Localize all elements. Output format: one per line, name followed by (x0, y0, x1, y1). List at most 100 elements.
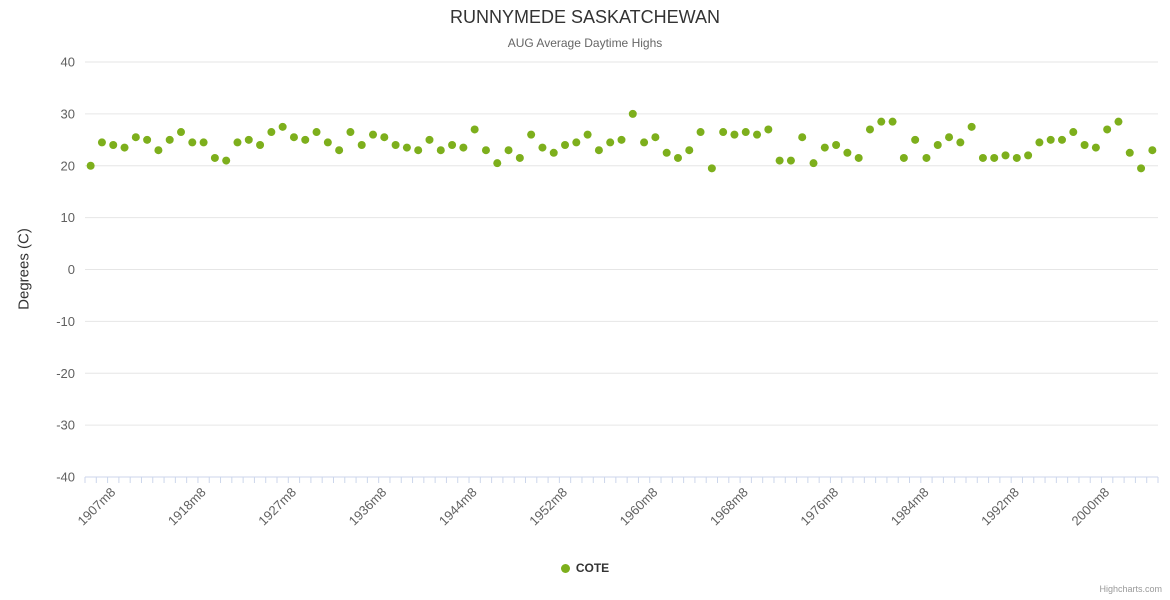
data-point[interactable] (1035, 138, 1044, 147)
data-point[interactable] (448, 141, 457, 149)
data-point[interactable] (1046, 135, 1055, 144)
data-point[interactable] (764, 125, 773, 134)
data-point[interactable] (1001, 151, 1010, 160)
legend-label: COTE (575, 561, 610, 575)
data-point[interactable] (786, 156, 795, 165)
data-point[interactable] (843, 148, 852, 157)
data-point[interactable] (798, 133, 807, 142)
data-point[interactable] (86, 161, 95, 170)
data-point[interactable] (425, 135, 434, 144)
data-point[interactable] (143, 135, 152, 144)
data-point[interactable] (244, 135, 253, 144)
data-point[interactable] (109, 141, 118, 149)
data-point[interactable] (730, 130, 739, 139)
data-point[interactable] (561, 141, 570, 149)
data-point[interactable] (640, 138, 649, 147)
data-point[interactable] (978, 153, 987, 162)
data-point[interactable] (312, 128, 321, 137)
data-point[interactable] (335, 146, 344, 155)
data-point[interactable] (617, 135, 626, 144)
data-point[interactable] (391, 141, 400, 149)
data-point[interactable] (1125, 148, 1134, 157)
data-point[interactable] (369, 130, 378, 139)
data-point[interactable] (832, 141, 841, 149)
data-point[interactable] (481, 146, 490, 155)
data-point[interactable] (572, 138, 581, 147)
data-point[interactable] (436, 146, 445, 155)
data-point[interactable] (323, 138, 332, 147)
data-point[interactable] (775, 156, 784, 165)
data-point[interactable] (662, 148, 671, 157)
data-point[interactable] (673, 153, 682, 162)
data-point[interactable] (459, 143, 468, 152)
data-point[interactable] (606, 138, 615, 147)
data-point[interactable] (707, 164, 716, 173)
data-point[interactable] (899, 153, 908, 162)
data-point[interactable] (549, 148, 558, 157)
data-point[interactable] (820, 143, 829, 152)
data-point[interactable] (967, 122, 976, 131)
data-point[interactable] (911, 135, 920, 144)
data-point[interactable] (188, 138, 197, 147)
data-point[interactable] (120, 143, 129, 152)
data-point[interactable] (1091, 143, 1100, 152)
data-point[interactable] (741, 128, 750, 137)
data-point[interactable] (809, 159, 818, 168)
data-point[interactable] (1103, 125, 1112, 134)
data-point[interactable] (933, 141, 942, 149)
data-point[interactable] (256, 141, 265, 149)
data-point[interactable] (888, 117, 897, 126)
data-point[interactable] (651, 133, 660, 142)
data-point[interactable] (1114, 117, 1123, 126)
data-point[interactable] (719, 128, 728, 137)
data-point[interactable] (1057, 135, 1066, 144)
x-tick-label: 1927m8 (255, 485, 299, 529)
legend-item-cote[interactable]: COTE (560, 561, 610, 575)
data-point[interactable] (583, 130, 592, 139)
data-point[interactable] (1024, 151, 1033, 160)
data-point[interactable] (165, 135, 174, 144)
data-point[interactable] (990, 153, 999, 162)
highcharts-credits-link[interactable]: Highcharts.com (1099, 584, 1162, 594)
data-point[interactable] (865, 125, 874, 134)
data-point[interactable] (470, 125, 479, 134)
data-point[interactable] (685, 146, 694, 155)
data-point[interactable] (922, 153, 931, 162)
data-point[interactable] (945, 133, 954, 142)
data-point[interactable] (753, 130, 762, 139)
data-point[interactable] (696, 128, 705, 137)
data-point[interactable] (877, 117, 886, 126)
data-point[interactable] (538, 143, 547, 152)
data-point[interactable] (493, 159, 502, 168)
data-point[interactable] (854, 153, 863, 162)
data-point[interactable] (594, 146, 603, 155)
data-point[interactable] (233, 138, 242, 147)
data-point[interactable] (1069, 128, 1078, 137)
data-point[interactable] (1148, 146, 1157, 155)
data-point[interactable] (402, 143, 411, 152)
data-point[interactable] (199, 138, 208, 147)
x-tick-label: 1944m8 (436, 485, 480, 529)
data-point[interactable] (504, 146, 513, 155)
data-point[interactable] (222, 156, 231, 165)
data-point[interactable] (177, 128, 186, 137)
data-point[interactable] (1137, 164, 1146, 173)
data-point[interactable] (154, 146, 163, 155)
data-point[interactable] (346, 128, 355, 137)
data-point[interactable] (527, 130, 536, 139)
data-point[interactable] (267, 128, 276, 137)
data-point[interactable] (1012, 153, 1021, 162)
data-point[interactable] (956, 138, 965, 147)
data-point[interactable] (301, 135, 310, 144)
data-point[interactable] (210, 153, 219, 162)
data-point[interactable] (380, 133, 389, 142)
data-point[interactable] (278, 122, 287, 131)
data-point[interactable] (628, 109, 637, 118)
data-point[interactable] (289, 133, 298, 142)
data-point[interactable] (357, 141, 366, 149)
data-point[interactable] (1080, 141, 1089, 149)
data-point[interactable] (131, 133, 140, 142)
data-point[interactable] (414, 146, 423, 155)
data-point[interactable] (97, 138, 106, 147)
data-point[interactable] (515, 153, 524, 162)
